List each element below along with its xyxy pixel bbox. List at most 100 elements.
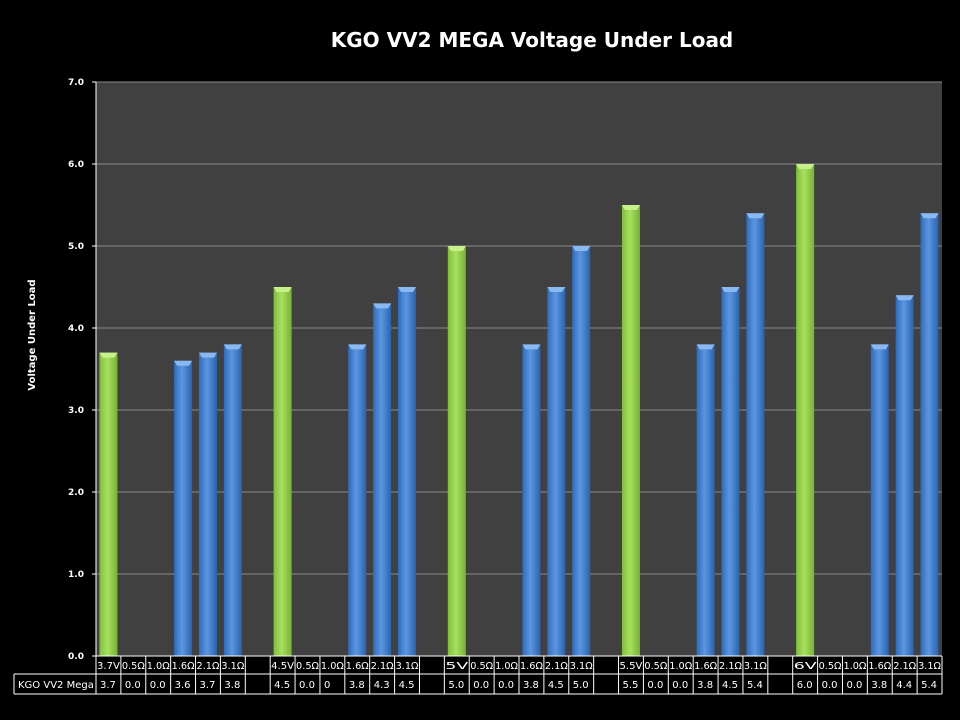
value-label: 3.7 <box>200 680 216 691</box>
value-label: 5.0 <box>573 680 589 691</box>
bar-setpoint <box>621 205 640 656</box>
category-label: 1.0Ω <box>147 661 170 672</box>
bar-body <box>920 213 939 656</box>
bar-body <box>348 344 367 656</box>
value-label: 4.5 <box>274 680 290 691</box>
bar-cap <box>174 360 193 366</box>
value-label: 0.0 <box>672 680 688 691</box>
category-label: 3.1Ω <box>918 661 941 672</box>
value-label: 4.4 <box>896 680 912 691</box>
bar-body <box>373 303 392 656</box>
bar-load <box>398 287 417 656</box>
bar-cap <box>547 287 566 292</box>
value-label: 5.0 <box>448 680 464 691</box>
category-label: 1.0Ω <box>321 661 344 672</box>
category-label: 0.5Ω <box>296 661 319 672</box>
category-label: 1.0Ω <box>495 661 518 672</box>
bar-cap <box>273 287 292 292</box>
category-label: 0.5Ω <box>644 661 667 672</box>
value-label: 0.0 <box>498 680 514 691</box>
bar-cap <box>572 246 591 251</box>
bar-body <box>796 164 815 656</box>
y-tick-label: 5.0 <box>68 242 84 252</box>
category-label: 3.7V <box>97 661 120 672</box>
bar-load <box>920 213 939 656</box>
series-name-cell: KGO VV2 Mega <box>18 680 94 691</box>
value-label: 0.0 <box>822 680 838 691</box>
value-label: 3.8 <box>224 680 240 691</box>
y-axis-label: Voltage Under Load <box>27 279 38 390</box>
category-label: 1.0Ω <box>843 661 866 672</box>
value-label: 3.6 <box>175 680 191 691</box>
category-label: 2.1Ω <box>719 661 742 672</box>
bar-load <box>522 344 541 656</box>
bar-load <box>174 360 193 656</box>
bar-cap <box>99 352 118 358</box>
bar-setpoint <box>796 164 815 656</box>
bar-load <box>870 344 889 656</box>
bar-load <box>696 344 715 656</box>
y-tick-label: 0.0 <box>68 652 84 662</box>
bar-cap <box>895 295 914 301</box>
bar-load <box>373 303 392 656</box>
category-label: 3.1Ω <box>396 661 419 672</box>
bar-body <box>198 352 217 656</box>
bar-cap <box>223 344 242 350</box>
bar-cap <box>796 164 815 169</box>
value-label: 0.0 <box>125 680 141 691</box>
bar-body <box>547 287 566 656</box>
bar-load <box>572 246 591 656</box>
category-label: 6V <box>794 661 818 672</box>
category-label: 3.1Ω <box>744 661 767 672</box>
bar-cap <box>522 344 541 350</box>
bar-body <box>223 344 242 656</box>
value-label: 0.0 <box>299 680 315 691</box>
category-label: 3.1Ω <box>221 661 244 672</box>
y-tick-label: 2.0 <box>68 488 84 498</box>
value-label: 3.7 <box>100 680 116 691</box>
bar-setpoint <box>273 287 292 656</box>
bar-body <box>870 344 889 656</box>
category-label: 5.5V <box>620 661 643 672</box>
category-label: 0.5Ω <box>122 661 145 672</box>
bar-cap <box>746 213 765 219</box>
value-label: 0.0 <box>150 680 166 691</box>
value-label: 4.5 <box>548 680 564 691</box>
value-label: 4.5 <box>722 680 738 691</box>
value-label: 3.8 <box>349 680 365 691</box>
bar-cap <box>373 303 392 309</box>
category-label: 2.1Ω <box>893 661 916 672</box>
bar-body <box>273 287 292 656</box>
value-label: 0.0 <box>473 680 489 691</box>
bar-body <box>572 246 591 656</box>
bar-cap <box>870 344 889 350</box>
bar-cap <box>198 352 217 358</box>
bar-load <box>746 213 765 656</box>
value-label: 3.8 <box>871 680 887 691</box>
bar-body <box>721 287 740 656</box>
plot-area <box>96 82 942 656</box>
y-tick-label: 3.0 <box>68 406 84 416</box>
category-label: 4.5V <box>271 661 294 672</box>
value-label: 3.8 <box>697 680 713 691</box>
bar-load <box>895 295 914 656</box>
bar-load <box>198 352 217 656</box>
category-label: 3.1Ω <box>570 661 593 672</box>
value-label: 4.3 <box>374 680 390 691</box>
bar-setpoint <box>447 246 466 656</box>
bar-load <box>223 344 242 656</box>
bar-body <box>696 344 715 656</box>
value-label: 6.0 <box>797 680 813 691</box>
bar-cap <box>398 287 417 292</box>
bar-cap <box>721 287 740 292</box>
category-label: 2.1Ω <box>197 661 220 672</box>
category-label: 1.6Ω <box>520 661 543 672</box>
y-tick-label: 6.0 <box>68 160 84 170</box>
category-label: 0.5Ω <box>470 661 493 672</box>
bar-cap <box>621 205 640 210</box>
bar-load <box>348 344 367 656</box>
y-tick-label: 1.0 <box>68 570 84 580</box>
value-label: 5.4 <box>921 680 937 691</box>
bar-body <box>621 205 640 656</box>
